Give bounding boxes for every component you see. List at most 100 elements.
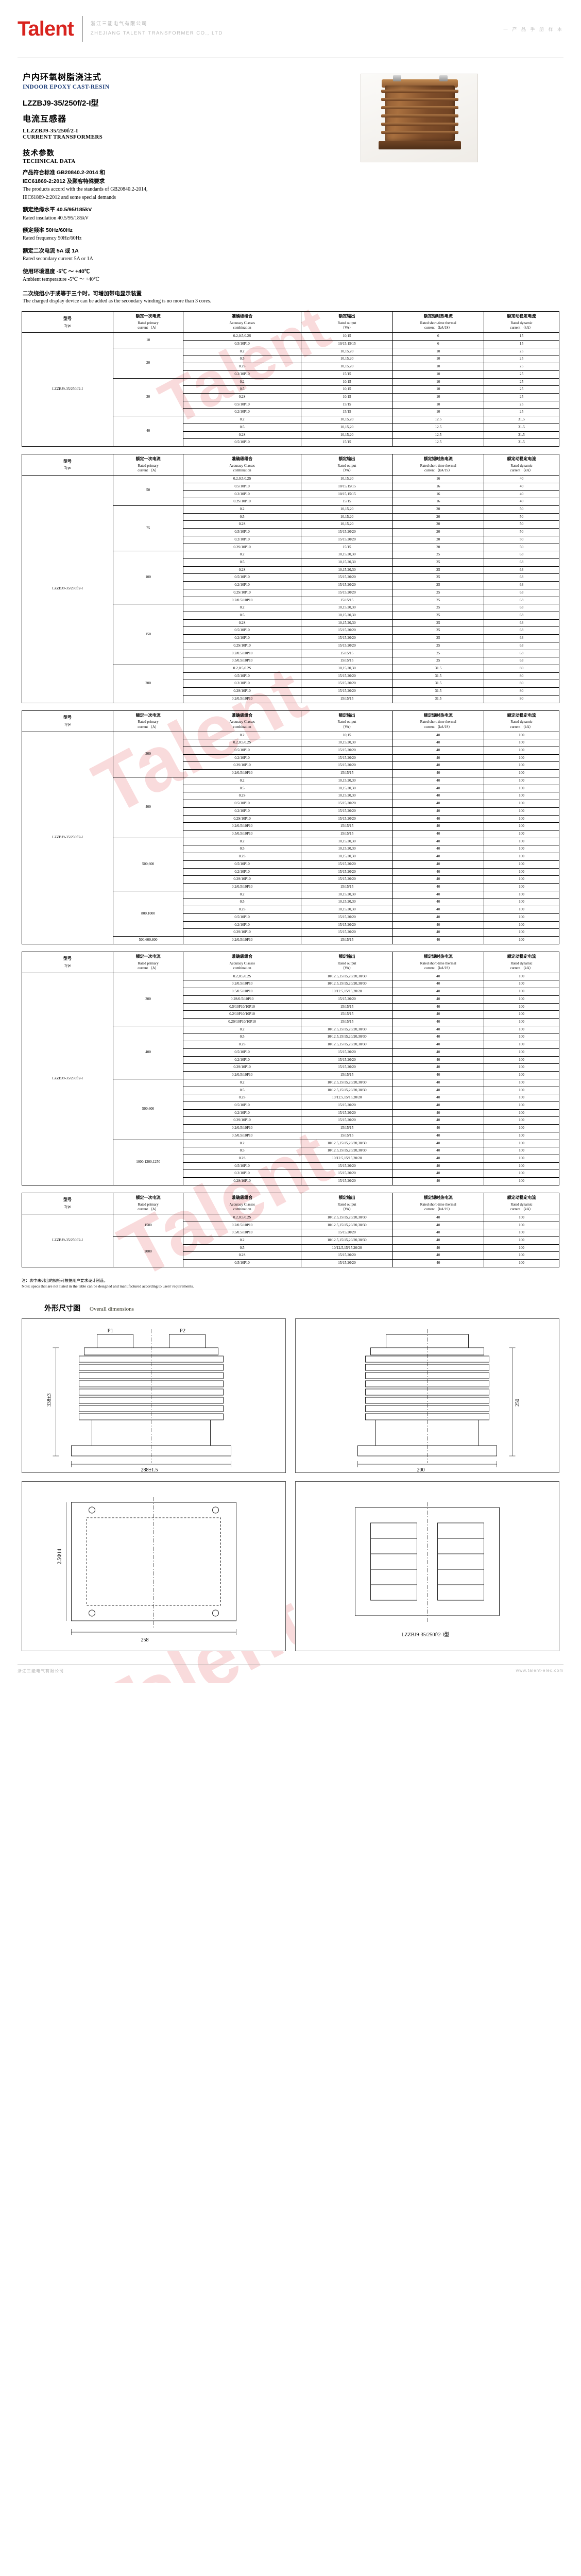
cell-thermal-current: 40	[392, 845, 484, 854]
cell-dynamic-current: 100	[483, 906, 560, 914]
column-header-en2: current （kA/1S）	[424, 724, 452, 729]
column-header-cn: 额定动稳定电流	[507, 954, 536, 959]
cell-dynamic-current: 100	[483, 853, 560, 861]
spec-temperature-en: Ambient temperature -5℃ ～ +40℃	[23, 276, 100, 282]
cell-rated-output: 15/15,20/20	[301, 1259, 393, 1267]
cell-dynamic-current: 100	[483, 980, 560, 989]
cell-accuracy-classes: 0.2/10P10	[182, 370, 302, 379]
column-header-en2: combination	[233, 724, 251, 729]
spec-frequency-cn: 额定频率 50Hz/60Hz	[23, 227, 73, 234]
column-header-en: Rated short-time thermal	[420, 1202, 456, 1207]
cell-dynamic-current: 80	[483, 687, 560, 696]
cell-rated-output: 15/15/15	[301, 1124, 393, 1132]
column-header-output: 额定输出 Rated output （VA）	[301, 454, 393, 476]
cell-rated-output: 10,15,20,30	[301, 604, 393, 612]
cell-rated-output: 10,15,20	[301, 355, 393, 364]
cell-accuracy-classes: 0.5	[182, 355, 302, 364]
cell-dynamic-current: 80	[483, 665, 560, 673]
column-header-en: Rated dynamic	[510, 463, 533, 468]
table-row: 75 0.2 10,15,20 20 50	[22, 505, 560, 552]
cell-thermal-current: 6	[392, 340, 484, 348]
cell-dynamic-current: 100	[483, 928, 560, 937]
cell-thermal-current: 10	[392, 378, 484, 386]
cell-rated-primary-current: 40	[113, 416, 183, 447]
cell-rated-output: 15/15,20/20	[301, 761, 393, 770]
column-header-thermal: 额定短时热电流 Rated short-time thermal current （…	[392, 1192, 484, 1214]
cell-rated-primary-current: 400	[113, 776, 183, 838]
cell-dynamic-current: 80	[483, 680, 560, 688]
column-header-en: Rated dynamic	[510, 720, 533, 724]
cell-dynamic-current: 50	[483, 528, 560, 536]
column-header-en: Rated dynamic	[510, 321, 533, 326]
cell-accuracy-classes: 0.5	[182, 1086, 302, 1095]
cell-dynamic-current: 100	[483, 1071, 560, 1079]
cell-thermal-current: 25	[392, 573, 484, 582]
label-height: 338±3	[47, 1393, 53, 1406]
cell-rated-output: 10,15,20,30	[301, 890, 393, 899]
cell-rated-output: 10,15,20,30	[301, 792, 393, 801]
cell-accuracy-classes: 0.2/0.5/10P10	[182, 883, 302, 891]
cell-accuracy-classes: 0.2	[182, 347, 302, 356]
cell-thermal-current: 40	[392, 792, 484, 801]
cell-dynamic-current: 100	[483, 1213, 560, 1222]
cell-dynamic-current: 100	[483, 883, 560, 891]
cell-dynamic-current: 100	[483, 1236, 560, 1245]
cell-rated-output: 10/12.5,15/15,20/20	[301, 1244, 393, 1252]
column-header-cn: 额定短时热电流	[423, 1195, 453, 1200]
cell-accuracy-classes: 0.2S	[182, 566, 302, 574]
table-row: 0.2/0.5/10P10 15/15/15 40 100	[22, 769, 560, 777]
table-row: 0.5 10/12.5,15/15,20/20,30/30 40 100	[22, 1147, 560, 1155]
column-header-en2: （VA）	[340, 965, 353, 970]
cell-rated-output: 15/15,20/20	[301, 1229, 393, 1237]
cell-rated-output: 10,15,20,30	[301, 619, 393, 628]
cell-thermal-current: 31.5	[392, 694, 484, 703]
cell-accuracy-classes: 0.2S	[182, 363, 302, 371]
cell-dynamic-current: 100	[483, 807, 560, 816]
cell-thermal-current: 40	[392, 898, 484, 907]
column-header-cn: 型号	[63, 459, 72, 464]
column-header-en: Rated output	[337, 720, 356, 724]
column-header-dynamic: 额定动稳定电流 Rated dynamic current （kA）	[483, 951, 560, 973]
cell-accuracy-classes: 0.5/10P10	[182, 573, 302, 582]
cell-accuracy-classes: 0.2S	[182, 393, 302, 401]
spec-insulation-en: Rated insulation 40.5/95/185kV	[23, 215, 89, 221]
column-header-en: Rated output	[337, 1202, 356, 1207]
column-header-thermal: 额定短时热电流 Rated short-time thermal current （…	[392, 710, 484, 732]
column-header-en: Rated short-time thermal	[420, 321, 456, 326]
cell-rated-primary-current: 200	[113, 665, 183, 703]
table-row: 0.5/10P10 10/15,15/15 6 15	[22, 340, 560, 348]
cell-rated-output: 15/15,20/20	[301, 868, 393, 876]
cell-accuracy-classes: 0.2/10P10	[182, 490, 302, 499]
cell-rated-output: 15/15	[301, 400, 393, 409]
table-row: 0.2/0.5/10P10 15/15/15 40 100	[22, 822, 560, 831]
cell-dynamic-current: 50	[483, 543, 560, 552]
cell-rated-output: 10/12.5,15/15,20/20,30/30	[301, 1221, 393, 1230]
cell-dynamic-current: 25	[483, 370, 560, 379]
cell-accuracy-classes: 0.2S/10P10	[182, 815, 302, 823]
cell-accuracy-classes: 0.5/10P10	[182, 913, 302, 922]
cell-rated-output: 10,15	[301, 332, 393, 341]
spec-standard-en2: IEC61869-2:2012 and some special demands	[23, 194, 116, 200]
column-header-en2: current （kA/1S）	[424, 965, 452, 970]
column-header-cn: 额定输出	[338, 954, 355, 959]
cell-thermal-current: 20	[392, 528, 484, 536]
spec-table-wrapper: 型号 Type 额定一次电流 Rated primary current （A） 准确级组…	[21, 311, 560, 447]
cell-accuracy-classes: 0.2/0.5/10P10	[182, 769, 302, 777]
cell-rated-output: 15/15,20/20	[301, 626, 393, 635]
cell-thermal-current: 40	[392, 1124, 484, 1132]
cell-accuracy-classes: 0.2	[182, 776, 302, 785]
cell-accuracy-classes: 0.2,0.5,0.2S	[182, 665, 302, 673]
cell-dynamic-current: 25	[483, 408, 560, 417]
cell-rated-output: 15/15/15	[301, 1003, 393, 1011]
cell-dynamic-current: 63	[483, 573, 560, 582]
cell-thermal-current: 40	[392, 1056, 484, 1064]
cell-thermal-current: 25	[392, 641, 484, 650]
cell-rated-primary-current: 300	[113, 731, 183, 777]
cell-type: LZZBJ9-35/250f/2-I	[21, 475, 114, 703]
column-header-en2: combination	[233, 326, 251, 330]
cell-dynamic-current: 100	[483, 936, 560, 944]
cell-thermal-current: 40	[392, 1154, 484, 1163]
cell-dynamic-current: 100	[483, 1056, 560, 1064]
table-row: 0.2S/0.5/10P10 15/15,20/20 40 100	[22, 995, 560, 1004]
cell-rated-output: 15/15,20/20	[301, 1063, 393, 1072]
